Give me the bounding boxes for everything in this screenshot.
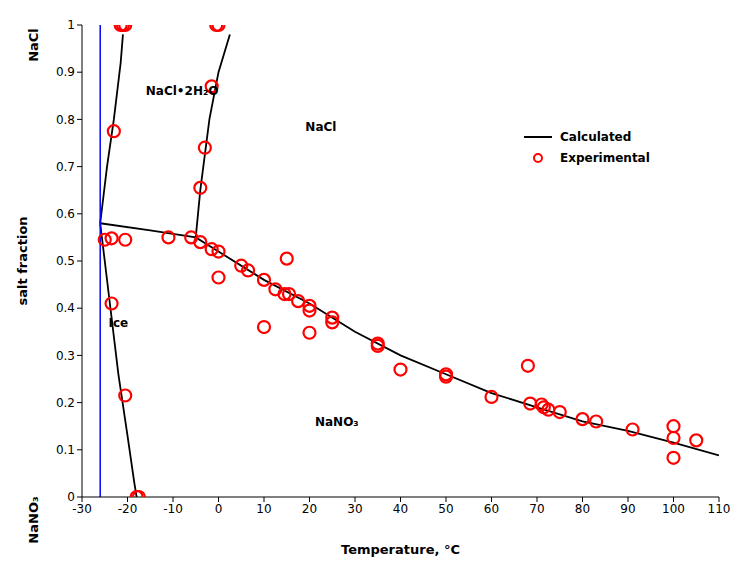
svg-text:0.3: 0.3 [56, 349, 75, 363]
svg-text:40: 40 [393, 502, 408, 516]
svg-text:-20: -20 [118, 502, 138, 516]
svg-text:0.2: 0.2 [56, 396, 75, 410]
svg-text:0.6: 0.6 [56, 207, 75, 221]
svg-text:NaNO₃: NaNO₃ [26, 496, 41, 543]
svg-text:30: 30 [347, 502, 362, 516]
svg-text:10: 10 [256, 502, 271, 516]
svg-text:100: 100 [662, 502, 685, 516]
svg-text:NaCl: NaCl [305, 120, 336, 134]
svg-text:0.4: 0.4 [56, 301, 75, 315]
html-text:Calculated: Calculated [560, 129, 632, 144]
svg-text:Temperature, °C: Temperature, °C [341, 542, 460, 557]
svg-text:90: 90 [620, 502, 635, 516]
svg-text:0.5: 0.5 [56, 254, 75, 268]
svg-text:NaNO₃: NaNO₃ [315, 415, 359, 429]
svg-text:110: 110 [708, 502, 731, 516]
svg-text:Ice: Ice [109, 316, 129, 330]
svg-text:50: 50 [438, 502, 453, 516]
svg-text:20: 20 [302, 502, 317, 516]
svg-text:0.8: 0.8 [56, 113, 75, 127]
svg-text:0: 0 [215, 502, 223, 516]
svg-text:NaCl: NaCl [26, 28, 41, 62]
svg-text:60: 60 [484, 502, 499, 516]
svg-text:salt fraction: salt fraction [15, 216, 30, 305]
svg-text:-10: -10 [163, 502, 183, 516]
svg-text:70: 70 [529, 502, 544, 516]
svg-text:1: 1 [67, 18, 75, 32]
svg-text:-30: -30 [72, 502, 92, 516]
svg-text:NaCl•2H₂O: NaCl•2H₂O [146, 84, 219, 98]
svg-text:80: 80 [575, 502, 590, 516]
html-text:Experimental: Experimental [560, 150, 650, 165]
svg-text:0.1: 0.1 [56, 443, 75, 457]
svg-text:0.7: 0.7 [56, 160, 75, 174]
svg-text:0: 0 [67, 490, 75, 504]
svg-text:0.9: 0.9 [56, 65, 75, 79]
